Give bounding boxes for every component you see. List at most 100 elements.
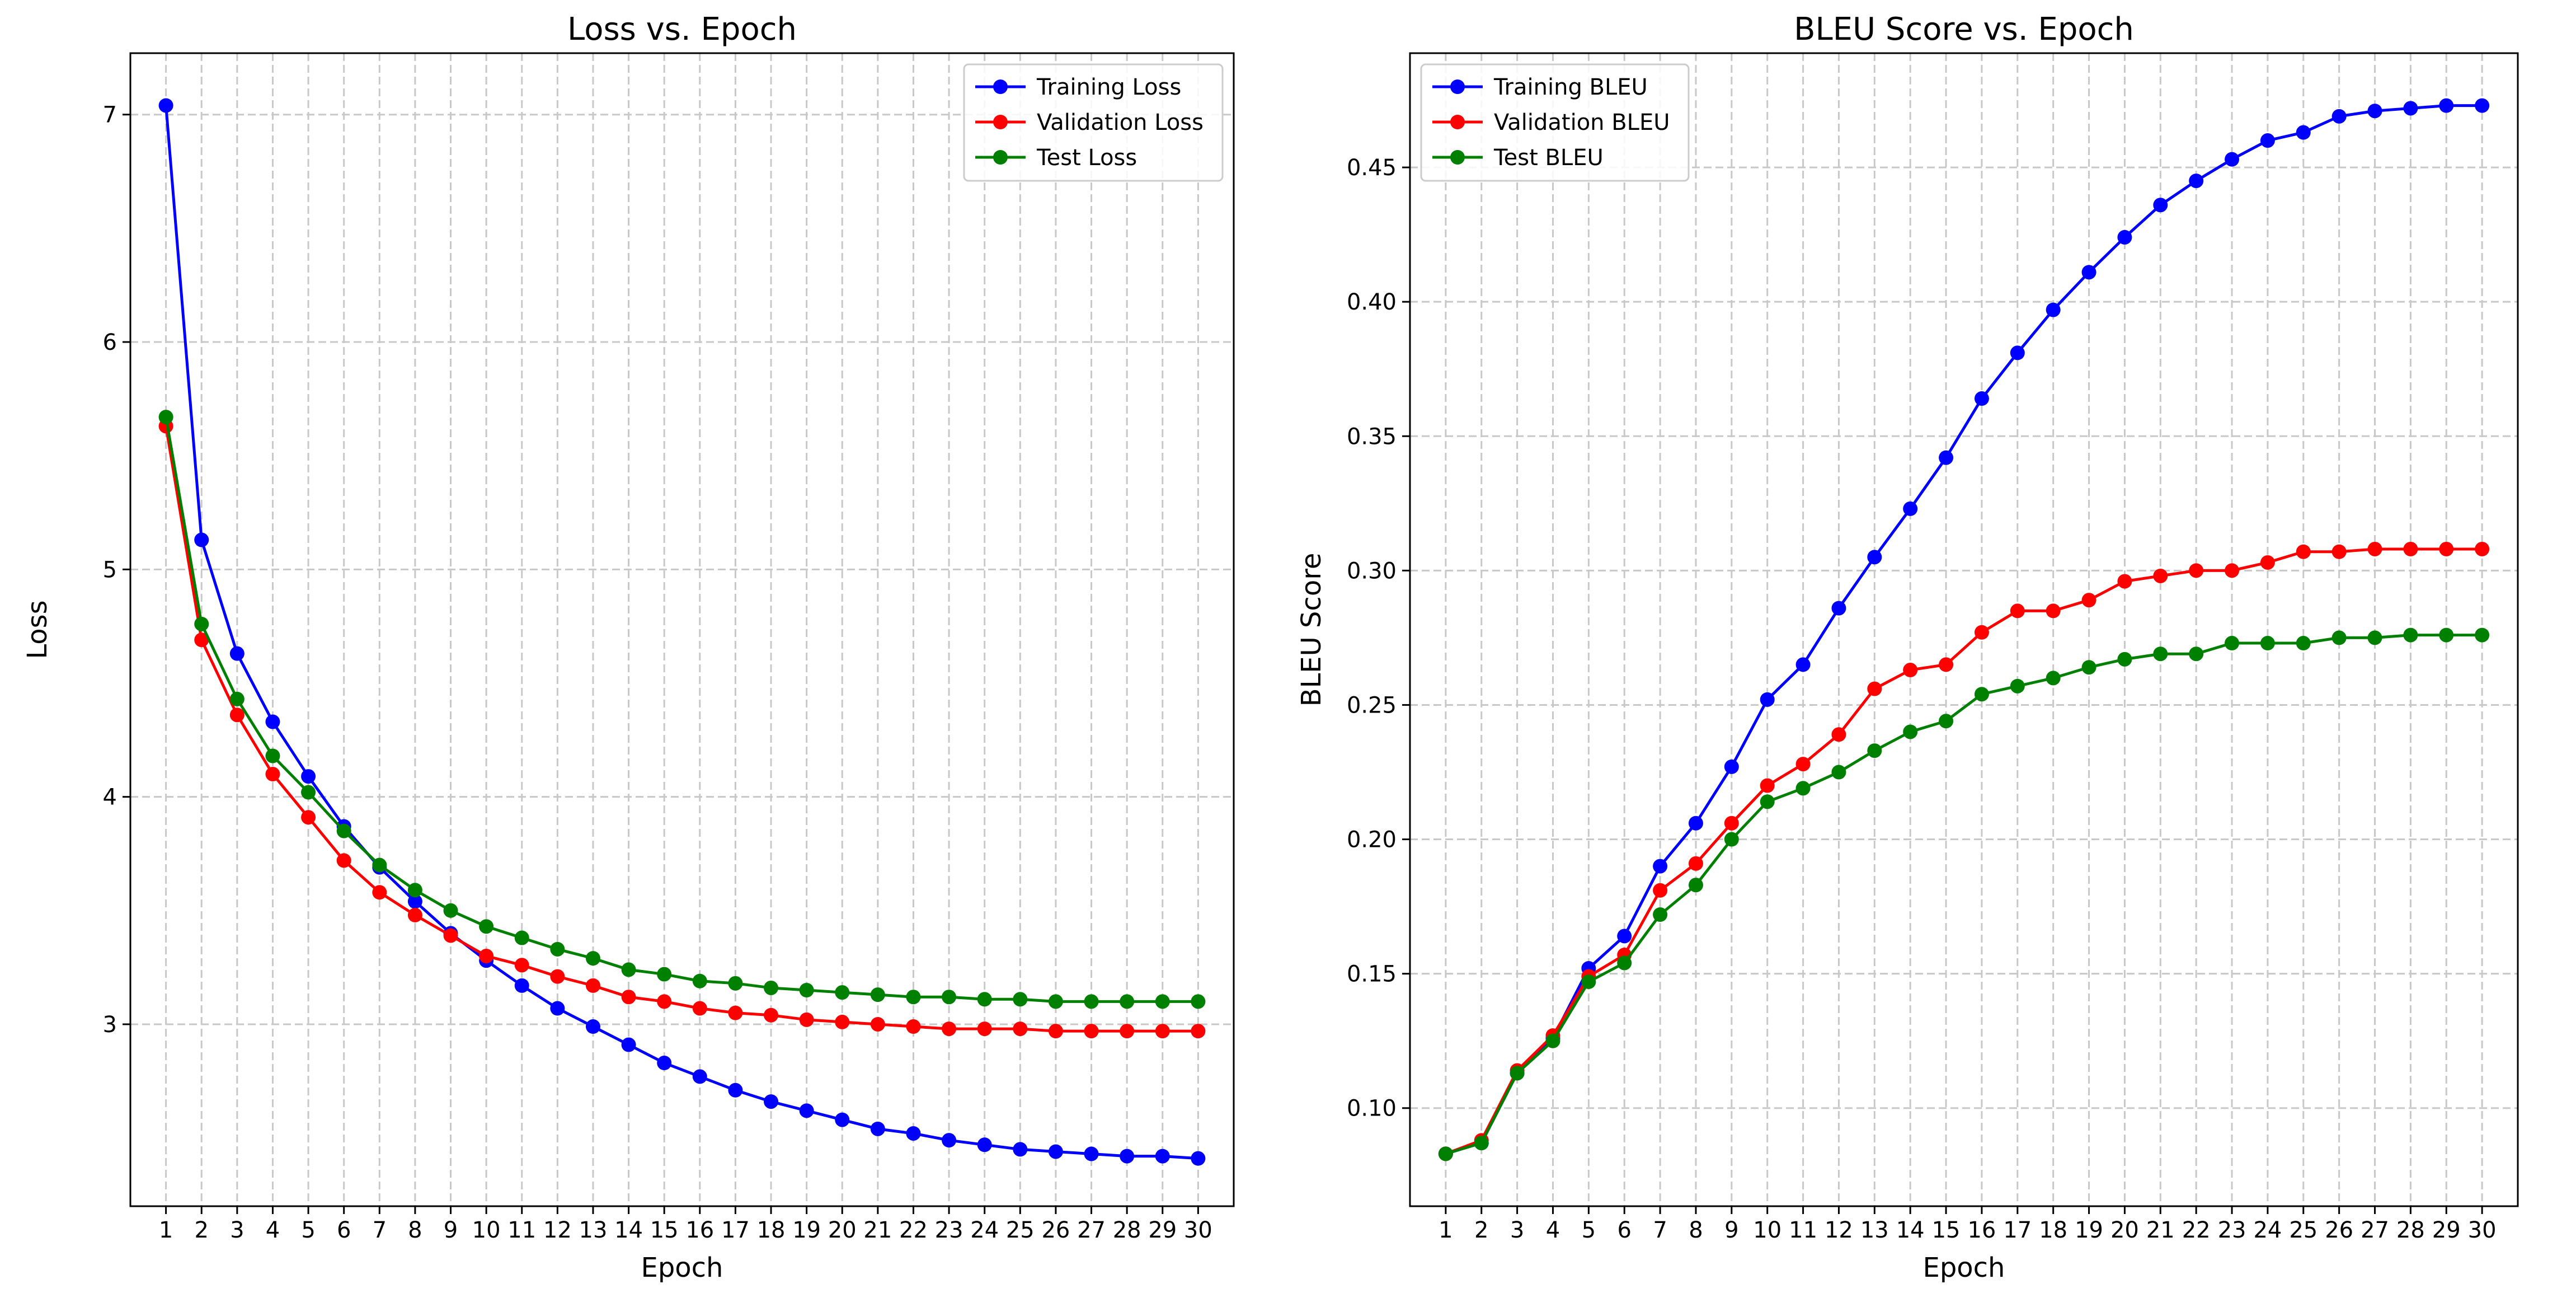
chart0-x-tick-label: 8 [408, 1217, 422, 1243]
chart0-x-tick-label: 25 [1006, 1217, 1035, 1243]
chart1-data-point [2439, 627, 2454, 643]
chart1-data-point [2153, 568, 2168, 583]
chart0-y-axis-label: Loss [22, 600, 53, 659]
chart0-x-tick-label: 29 [1148, 1217, 1177, 1243]
chart1-x-tick-label: 2 [1474, 1217, 1488, 1243]
chart0-x-tick-label: 22 [899, 1217, 928, 1243]
chart0-data-point [977, 1137, 992, 1152]
chart0-data-point [1084, 1146, 1099, 1161]
chart0-x-tick-label: 19 [792, 1217, 821, 1243]
chart1-y-tick-label: 0.40 [1347, 289, 1397, 315]
chart1-legend-label: Validation BLEU [1494, 110, 1670, 135]
chart1-data-point [1545, 1033, 1560, 1048]
chart1-data-point [2331, 109, 2347, 124]
chart1-legend-marker [1450, 150, 1465, 165]
chart1-x-tick-label: 26 [2325, 1217, 2353, 1243]
chart1-x-tick-label: 24 [2253, 1217, 2282, 1243]
chart1-data-point [2189, 174, 2204, 189]
chart0-x-tick-label: 12 [543, 1217, 572, 1243]
chart0-plot-frame [129, 52, 1235, 1207]
chart0-x-tick-label: 28 [1113, 1217, 1141, 1243]
chart1-data-point [2475, 541, 2490, 556]
chart0-data-point [443, 903, 458, 918]
chart0-data-point [194, 532, 209, 547]
chart0-data-point [1191, 1151, 1206, 1166]
chart0-data-point [1155, 1149, 1170, 1164]
chart0-data-point [550, 969, 565, 984]
chart1-legend-label: Test BLEU [1493, 145, 1604, 171]
chart1-data-point [2260, 555, 2275, 570]
chart1-y-tick-label: 0.15 [1347, 962, 1397, 987]
chart0-data-point [657, 994, 672, 1009]
chart0-x-tick-label: 27 [1077, 1217, 1106, 1243]
chart1-data-point [2117, 574, 2132, 589]
chart1-data-point [1903, 501, 1918, 516]
chart0-x-tick-label: 6 [337, 1217, 351, 1243]
chart0-x-tick-label: 20 [828, 1217, 857, 1243]
chart0-data-point [1013, 1021, 1028, 1037]
chart0-data-point [1120, 1024, 1135, 1039]
chart1-legend-label: Training BLEU [1493, 74, 1648, 100]
chart1-data-point [2475, 98, 2490, 113]
chart0-data-point [621, 990, 636, 1005]
chart1-data-point [1831, 601, 1846, 616]
chart0-data-point [977, 992, 992, 1007]
chart0-data-point [1155, 1024, 1170, 1039]
chart0-data-point [728, 1083, 743, 1098]
chart0-data-point [799, 983, 814, 998]
chart1-data-point [1795, 781, 1811, 796]
chart1-data-point [2117, 229, 2132, 245]
chart1-x-tick-label: 19 [2075, 1217, 2103, 1243]
chart0-data-point [942, 1133, 957, 1148]
chart1-legend: Training BLEU Validation BLEU Test BLEU [1420, 63, 1690, 182]
chart0-legend-marker [993, 79, 1008, 94]
chart1-data-point [2153, 646, 2168, 662]
chart0-data-point [550, 1001, 565, 1016]
chart0-data-point [764, 1094, 779, 1109]
chart0-data-point [728, 1005, 743, 1020]
chart0-data-point [1013, 992, 1028, 1007]
chart1-x-tick-label: 11 [1789, 1217, 1817, 1243]
chart0-legend-label: Training Loss [1036, 74, 1181, 100]
chart0-x-tick-label: 15 [650, 1217, 679, 1243]
chart0-data-point [799, 1012, 814, 1027]
chart0-data-point [1155, 994, 1170, 1009]
chart1-data-point [1653, 883, 1668, 898]
chart1-series-0 [1438, 98, 2490, 1161]
chart0-data-point [621, 1037, 636, 1052]
chart1-x-tick-label: 29 [2432, 1217, 2461, 1243]
chart0-data-point [229, 691, 245, 706]
chart0-x-tick-label: 23 [935, 1217, 963, 1243]
chart1-data-point [2010, 678, 2025, 693]
chart1-data-point [1974, 687, 1989, 702]
chart0-legend: Training Loss Validation Loss Test Loss [963, 63, 1224, 182]
chart0-data-point [835, 1112, 850, 1127]
chart0-data-point [265, 714, 280, 729]
chart1-data-point [1939, 657, 1954, 672]
chart1-y-tick-label: 0.35 [1347, 424, 1397, 449]
chart1-data-point [1688, 878, 1703, 893]
chart1-data-point [2117, 652, 2132, 667]
chart1-data-point [1688, 856, 1703, 871]
chart0-y-tick-label: 5 [103, 557, 117, 583]
chart0-x-tick-label: 4 [266, 1217, 280, 1243]
chart0-data-point [906, 990, 921, 1005]
chart0-data-point [372, 885, 387, 900]
chart0-data-point [1013, 1142, 1028, 1157]
chart1-x-tick-label: 18 [2039, 1217, 2067, 1243]
chart0-data-point [585, 978, 600, 993]
chart0-data-point [728, 976, 743, 991]
chart0-data-point [621, 962, 636, 977]
chart1-x-axis-label: Epoch [1923, 1252, 2005, 1283]
chart1-data-point [2010, 345, 2025, 360]
chart0-x-tick-label: 21 [863, 1217, 892, 1243]
chart0-legend-label: Test Loss [1036, 145, 1137, 171]
chart0-x-tick-label: 9 [444, 1217, 458, 1243]
chart1-legend-box [1420, 63, 1690, 182]
chart1-data-point [1724, 832, 1739, 847]
chart1-x-tick-label: 30 [2468, 1217, 2497, 1243]
chart1-data-point [2403, 541, 2418, 556]
chart1-y-tick-label: 0.20 [1347, 827, 1397, 853]
chart1-data-point [1760, 692, 1775, 707]
